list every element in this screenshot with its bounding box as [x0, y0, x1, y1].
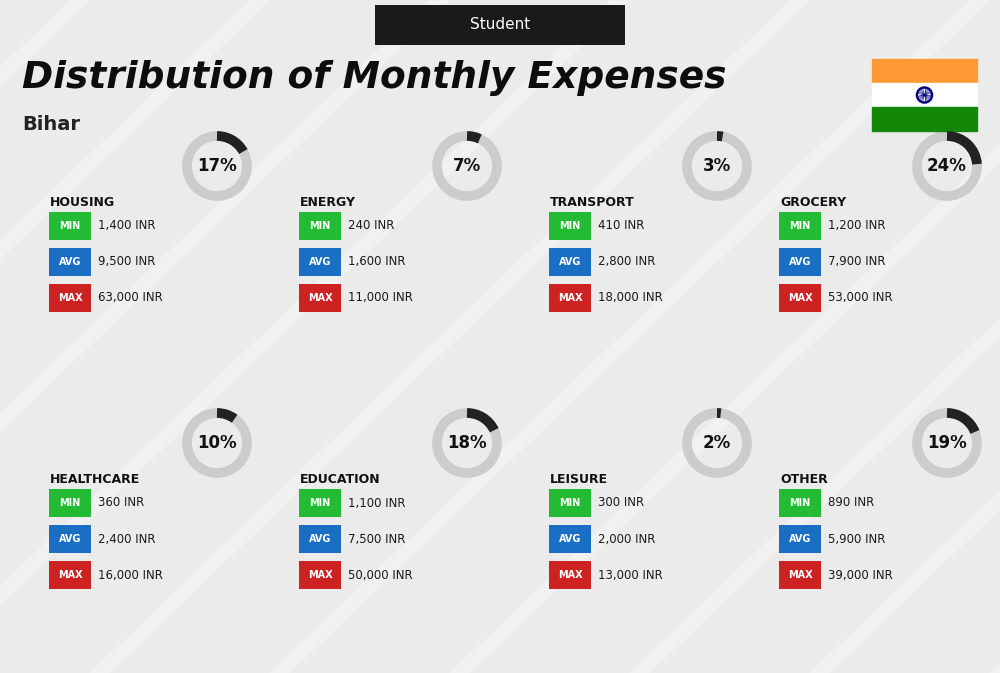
Text: 11,000 INR: 11,000 INR [348, 291, 413, 304]
FancyBboxPatch shape [549, 489, 591, 517]
Text: 18%: 18% [447, 434, 487, 452]
FancyBboxPatch shape [549, 212, 591, 240]
Text: MIN: MIN [789, 498, 811, 508]
Text: MIN: MIN [789, 221, 811, 231]
Text: HEALTHCARE: HEALTHCARE [50, 473, 140, 486]
Text: MIN: MIN [59, 498, 81, 508]
Text: 300 INR: 300 INR [598, 497, 644, 509]
Text: 9,500 INR: 9,500 INR [98, 256, 155, 269]
Text: MAX: MAX [558, 293, 582, 303]
Bar [872, 59, 977, 83]
Text: 63,000 INR: 63,000 INR [98, 291, 163, 304]
FancyBboxPatch shape [49, 212, 91, 240]
Text: 7,500 INR: 7,500 INR [348, 532, 405, 546]
Text: 18,000 INR: 18,000 INR [598, 291, 663, 304]
Text: 410 INR: 410 INR [598, 219, 644, 232]
FancyBboxPatch shape [549, 284, 591, 312]
Text: OTHER: OTHER [780, 473, 828, 486]
Text: MIN: MIN [309, 221, 331, 231]
Text: AVG: AVG [559, 534, 581, 544]
Text: AVG: AVG [59, 257, 81, 267]
Text: 3%: 3% [703, 157, 731, 175]
Text: Bihar: Bihar [22, 116, 80, 135]
Text: 2%: 2% [703, 434, 731, 452]
Text: MIN: MIN [59, 221, 81, 231]
Text: MIN: MIN [559, 498, 581, 508]
Text: AVG: AVG [789, 257, 811, 267]
Text: GROCERY: GROCERY [780, 196, 846, 209]
FancyBboxPatch shape [299, 561, 341, 589]
FancyBboxPatch shape [779, 489, 821, 517]
Text: 19%: 19% [927, 434, 967, 452]
Text: 890 INR: 890 INR [828, 497, 874, 509]
Text: Distribution of Monthly Expenses: Distribution of Monthly Expenses [22, 60, 726, 96]
Text: 24%: 24% [927, 157, 967, 175]
Bar [872, 107, 977, 131]
Text: AVG: AVG [309, 257, 331, 267]
Text: MAX: MAX [788, 570, 812, 580]
Text: Student: Student [470, 17, 530, 32]
Bar [872, 83, 977, 107]
FancyBboxPatch shape [299, 489, 341, 517]
Text: 13,000 INR: 13,000 INR [598, 569, 663, 581]
Text: MAX: MAX [308, 293, 332, 303]
FancyBboxPatch shape [49, 248, 91, 276]
Text: MAX: MAX [58, 570, 82, 580]
Text: 16,000 INR: 16,000 INR [98, 569, 163, 581]
FancyBboxPatch shape [49, 561, 91, 589]
Text: AVG: AVG [59, 534, 81, 544]
FancyBboxPatch shape [779, 561, 821, 589]
Text: 1,600 INR: 1,600 INR [348, 256, 406, 269]
Text: 1,400 INR: 1,400 INR [98, 219, 156, 232]
FancyBboxPatch shape [49, 284, 91, 312]
Text: TRANSPORT: TRANSPORT [550, 196, 635, 209]
Text: AVG: AVG [789, 534, 811, 544]
Text: 360 INR: 360 INR [98, 497, 144, 509]
Text: 2,400 INR: 2,400 INR [98, 532, 156, 546]
FancyBboxPatch shape [49, 489, 91, 517]
FancyBboxPatch shape [779, 212, 821, 240]
Text: 1,100 INR: 1,100 INR [348, 497, 406, 509]
Text: MIN: MIN [309, 498, 331, 508]
Text: AVG: AVG [559, 257, 581, 267]
Text: EDUCATION: EDUCATION [300, 473, 381, 486]
Text: 7%: 7% [453, 157, 481, 175]
FancyBboxPatch shape [549, 561, 591, 589]
FancyBboxPatch shape [779, 248, 821, 276]
Text: MAX: MAX [308, 570, 332, 580]
Text: MAX: MAX [558, 570, 582, 580]
Text: MAX: MAX [788, 293, 812, 303]
Text: LEISURE: LEISURE [550, 473, 608, 486]
Text: 10%: 10% [197, 434, 237, 452]
Text: 17%: 17% [197, 157, 237, 175]
Text: ENERGY: ENERGY [300, 196, 356, 209]
Text: 53,000 INR: 53,000 INR [828, 291, 893, 304]
FancyBboxPatch shape [299, 248, 341, 276]
Text: 39,000 INR: 39,000 INR [828, 569, 893, 581]
Text: 50,000 INR: 50,000 INR [348, 569, 413, 581]
Text: 240 INR: 240 INR [348, 219, 394, 232]
Text: 2,800 INR: 2,800 INR [598, 256, 655, 269]
FancyBboxPatch shape [49, 525, 91, 553]
FancyBboxPatch shape [779, 284, 821, 312]
Text: 2,000 INR: 2,000 INR [598, 532, 655, 546]
Text: MIN: MIN [559, 221, 581, 231]
FancyBboxPatch shape [779, 525, 821, 553]
FancyBboxPatch shape [299, 212, 341, 240]
Text: HOUSING: HOUSING [50, 196, 115, 209]
FancyBboxPatch shape [299, 525, 341, 553]
Text: 7,900 INR: 7,900 INR [828, 256, 886, 269]
Text: 1,200 INR: 1,200 INR [828, 219, 886, 232]
FancyBboxPatch shape [549, 248, 591, 276]
FancyBboxPatch shape [299, 284, 341, 312]
FancyBboxPatch shape [549, 525, 591, 553]
Text: MAX: MAX [58, 293, 82, 303]
Text: AVG: AVG [309, 534, 331, 544]
Text: 5,900 INR: 5,900 INR [828, 532, 885, 546]
FancyBboxPatch shape [375, 5, 625, 45]
